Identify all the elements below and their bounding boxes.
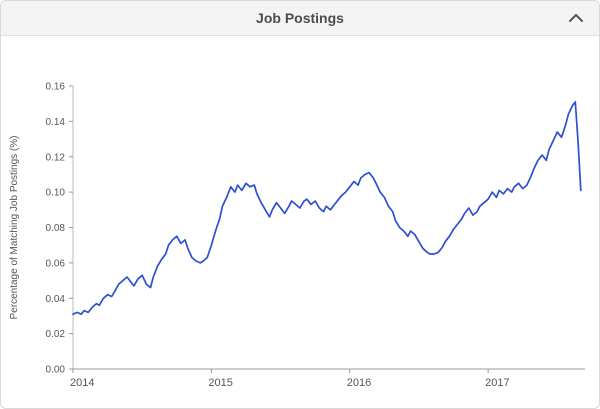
chart-area: 0.00 0.02 0.04 0.06 0.08 0.10 0.12 0.14 0.16 2014… [1,36,599,408]
x-tick-label: 2016 [347,377,371,389]
y-tick-label: 0.12 [46,152,66,163]
y-tick-label: 0.08 [46,223,66,234]
collapse-panel-button[interactable] [565,1,587,35]
x-tick-label: 2014 [70,377,94,389]
y-tick-label: 0.00 [46,365,66,376]
y-tick-label: 0.06 [46,258,66,269]
y-tick-label: 0.02 [46,329,66,340]
x-tick-label: 2017 [485,377,509,389]
panel-title: Job Postings [256,10,344,26]
y-tick-label: 0.14 [46,117,66,128]
y-tick-label: 0.04 [46,294,66,305]
x-tick-label: 2015 [208,377,232,389]
job-postings-chart: 0.00 0.02 0.04 0.06 0.08 0.10 0.12 0.14 0.16 2014… [9,82,585,389]
y-axis-label: Percentage of Matching Job Postings (%) [9,136,20,320]
y-tick-label: 0.16 [46,82,66,93]
trend-line [72,101,582,316]
panel-header: Job Postings [1,1,599,36]
y-tick-label: 0.10 [46,188,66,199]
chevron-up-icon [569,11,583,26]
